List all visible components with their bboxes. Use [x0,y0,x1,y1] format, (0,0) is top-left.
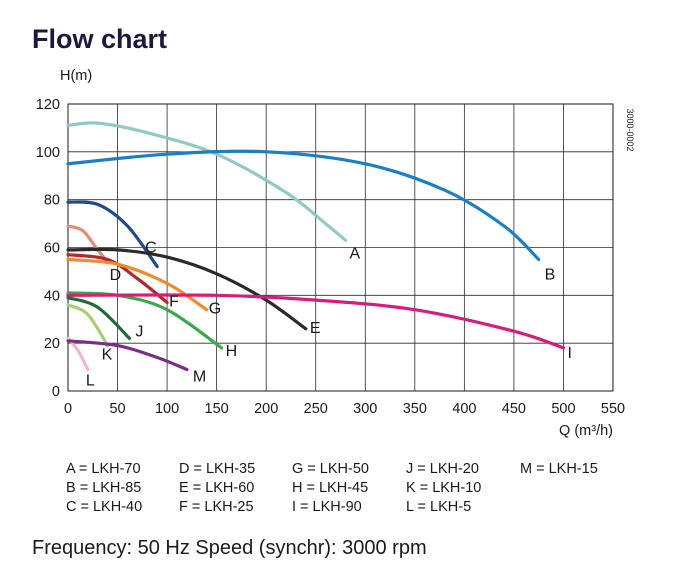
y-tick-label: 60 [44,241,60,257]
series-line-c [66,200,159,269]
x-tick-label: 550 [601,401,625,417]
series-line-a [66,121,348,242]
series-line-k [66,303,110,348]
series-line-j [66,296,131,340]
frequency-speed-note: Frequency: 50 Hz Speed (synchr): 3000 rp… [32,537,427,559]
series-label-f: F [169,294,179,311]
legend-entry: D = LKH-35 [179,461,256,477]
x-tick-label: 400 [452,401,476,417]
series-label-d: D [110,267,122,284]
series-label-k: K [102,347,113,364]
legend-entry [520,479,630,498]
legend-entry: C = LKH-40 [66,499,143,515]
chart-title: Flow chart [32,24,168,54]
series-label-g: G [209,301,221,318]
y-tick-label: 0 [52,384,60,400]
legend-entry: M = LKH-15 [520,461,598,477]
x-axis-label: Q (m³/h) [559,423,613,439]
x-tick-label: 50 [109,401,125,417]
x-tick-label: 200 [254,401,278,417]
series-line-i [66,293,566,350]
legend-entry: J = LKH-20 [406,461,479,477]
y-axis-label: H(m) [60,68,92,84]
y-tick-label: 20 [44,336,60,352]
y-tick-label: 100 [36,145,60,161]
legend-entry [520,498,630,517]
x-tick-label: 500 [551,401,575,417]
series-label-h: H [226,343,238,360]
series-line-m [66,339,189,372]
x-tick-label: 100 [155,401,179,417]
legend-entry: K = LKH-10 [406,480,482,496]
legend-entry: B = LKH-85 [66,480,142,496]
legend-entry: H = LKH-45 [292,480,369,496]
x-tick-label: 450 [502,401,526,417]
legend-entry: G = LKH-50 [292,461,369,477]
legend-entry: A = LKH-70 [66,461,141,477]
series-label-l: L [86,372,95,389]
x-tick-label: 300 [353,401,377,417]
series-lines [66,121,566,372]
x-tick-label: 350 [403,401,427,417]
plot-frame [67,103,614,392]
x-tick-label: 150 [205,401,229,417]
series-label-e: E [310,320,321,337]
y-tick-label: 40 [44,288,60,304]
series-label-b: B [545,266,556,283]
y-tick-label: 120 [36,97,60,113]
legend-entry: E = LKH-60 [179,480,255,496]
grid [67,103,614,392]
legend: A = LKH-70 D = LKH-35 G = LKH-50 J = LKH-20… [66,460,630,517]
legend-entry: L = LKH-5 [406,499,472,515]
y-tick-label: 80 [44,193,60,209]
x-tick-label: 250 [304,401,328,417]
series-line-f [66,253,169,305]
legend-entry: I = LKH-90 [292,499,362,515]
series-label-m: M [193,368,206,385]
series-line-e [66,247,308,331]
series-label-j: J [135,323,143,340]
axes: 0 50 100 150 200 250 300 350 400 450 500 550 0 20 40 60… [36,68,635,439]
flow-chart: 0 50 100 150 200 250 300 350 400 450 500 550 0 20 40 60… [36,68,635,439]
series-label-c: C [145,240,157,257]
series-label-i: I [567,345,571,362]
x-tick-label: 0 [64,401,72,417]
series-line-h [66,291,224,350]
series-label-a: A [349,245,360,262]
series-line-g [66,257,209,312]
series-labels: A B C D E F G H I J KL M [86,240,572,390]
side-code: 3000-0002 [625,108,635,151]
series-line-b [66,149,541,262]
legend-entry: F = LKH-25 [179,499,254,515]
